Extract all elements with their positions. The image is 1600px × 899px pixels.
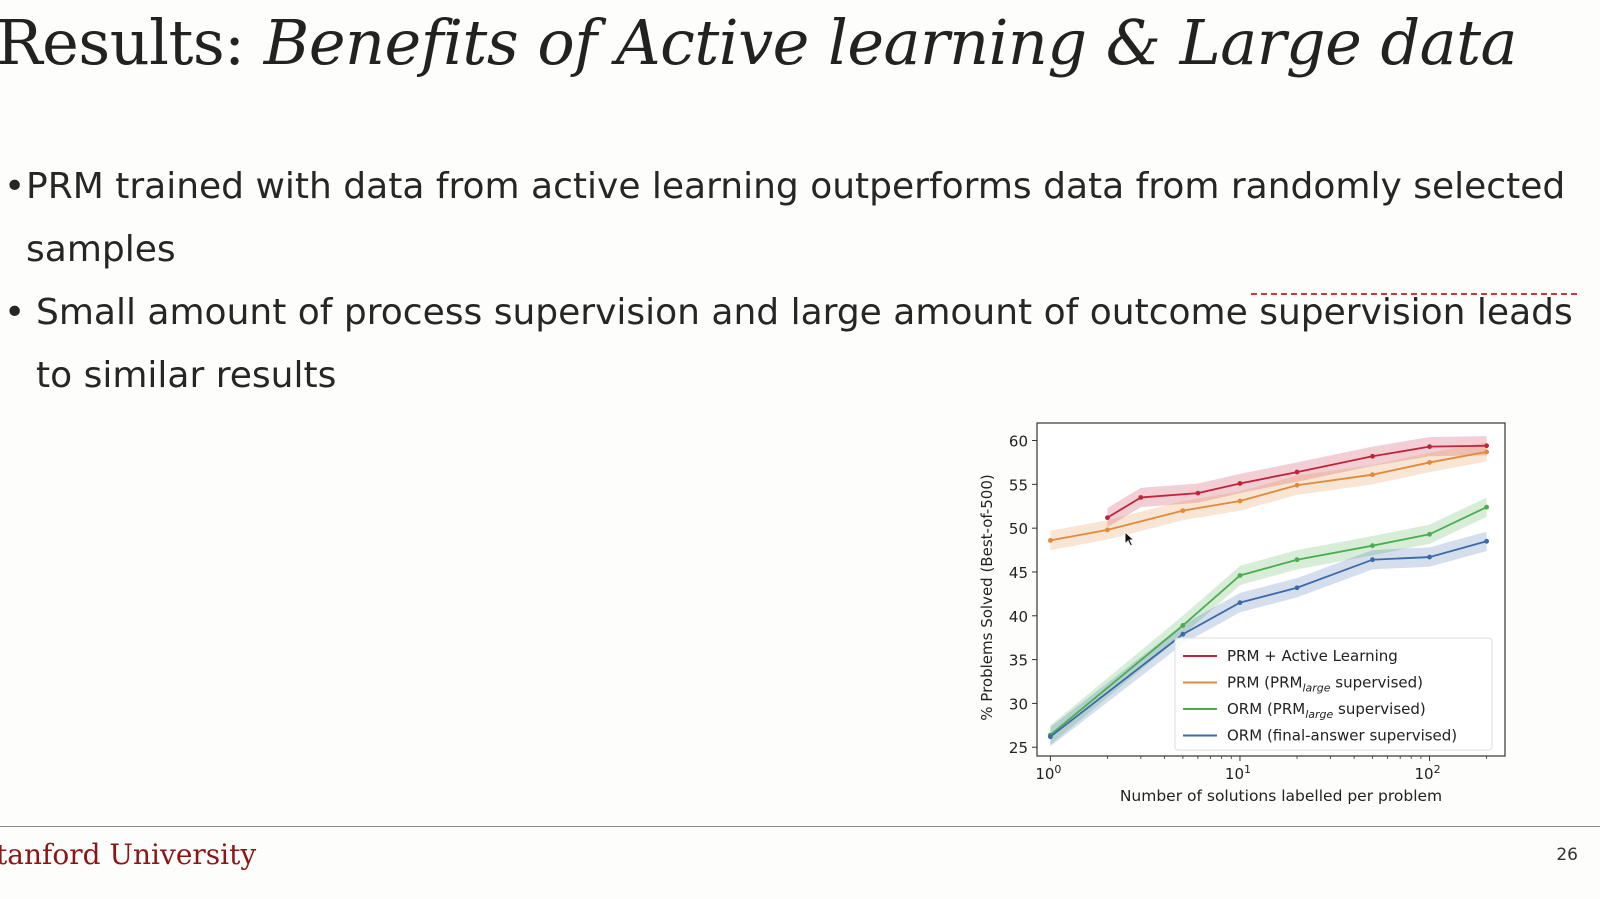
bullet-dot: • (4, 166, 26, 207)
data-point (1370, 453, 1375, 459)
legend-label: ORM (PRMlarge supervised) (1227, 700, 1426, 721)
legend-label: ORM (final-answer supervised) (1227, 727, 1457, 745)
bullet-item: • PRM trained with data from active lear… (0, 155, 1590, 281)
series-line (1050, 451, 1487, 542)
data-point (1237, 600, 1243, 606)
data-point (1294, 557, 1300, 563)
x-axis-label: Number of solutions labelled per problem (1120, 787, 1442, 805)
page-number: 26 (1556, 845, 1578, 865)
y-tick-label: 45 (1009, 564, 1028, 582)
legend-label: PRM + Active Learning (1227, 647, 1398, 665)
title-prefix: Results: (0, 6, 264, 79)
bullet-text: PRM trained with data from active learni… (26, 166, 1566, 270)
series-band (1107, 436, 1487, 528)
bullet-list: • PRM trained with data from active lear… (0, 155, 1590, 407)
series-band (1050, 442, 1487, 551)
data-point (1237, 481, 1243, 486)
x-tick-label: 101 (1225, 763, 1251, 783)
y-tick-label: 40 (1009, 608, 1028, 626)
footer-divider (0, 826, 1600, 827)
legend-box (1174, 637, 1493, 751)
data-point (1237, 498, 1243, 504)
y-axis-label: % Problems Solved (Best-of-500) (980, 474, 996, 720)
data-point (1105, 527, 1110, 533)
slide-title: Results: Benefits of Active learning & L… (0, 6, 1518, 79)
data-point (1484, 504, 1490, 510)
bullet-dot: • (4, 292, 26, 333)
data-point (1294, 469, 1300, 475)
data-point (1370, 543, 1375, 549)
data-point (1484, 449, 1490, 455)
data-point (1484, 443, 1490, 449)
legend-label: PRM (PRMlarge supervised) (1227, 674, 1423, 695)
data-point (1180, 631, 1186, 637)
data-point (1484, 538, 1490, 544)
bullet-item: • Small amount of process supervision an… (0, 281, 1590, 407)
y-tick-label: 30 (1009, 695, 1028, 713)
title-emphasis: Benefits of Active learning & Large data (263, 6, 1518, 79)
data-point (1105, 515, 1110, 521)
annotation-underline (1251, 293, 1577, 295)
y-tick-label: 35 (1009, 652, 1028, 670)
x-tick-label: 100 (1035, 763, 1061, 783)
results-chart: 25 30 35 40 45 50 55 60 100 101 102 Number of solut… (978, 422, 1506, 805)
series-band (1050, 497, 1487, 745)
bullet-text: Small amount of process supervision and … (36, 292, 1573, 396)
data-point (1427, 460, 1432, 465)
data-point (1294, 482, 1300, 488)
x-tick-label: 102 (1415, 763, 1441, 783)
footer-brand: tanford University (0, 838, 257, 871)
y-tick-label: 60 (1009, 433, 1028, 451)
data-point (1427, 531, 1432, 537)
results-figure: 25 30 35 40 45 50 55 60 100 101 102 Number of solut… (978, 418, 1510, 808)
data-point (1427, 444, 1432, 450)
data-point (1138, 495, 1144, 500)
data-point (1370, 472, 1375, 478)
mouse-cursor-icon (1124, 530, 1136, 551)
data-point (1427, 554, 1432, 560)
data-point (1195, 490, 1201, 496)
data-point (1294, 585, 1300, 591)
series-line (1106, 444, 1487, 519)
y-tick-label: 25 (1009, 739, 1028, 757)
data-point (1180, 508, 1186, 514)
y-tick-label: 50 (1009, 520, 1028, 538)
data-point (1047, 538, 1053, 543)
data-point (1370, 557, 1375, 563)
y-tick-label: 55 (1009, 476, 1028, 494)
data-point (1237, 573, 1243, 578)
data-point (1047, 734, 1053, 740)
data-point (1180, 623, 1186, 628)
